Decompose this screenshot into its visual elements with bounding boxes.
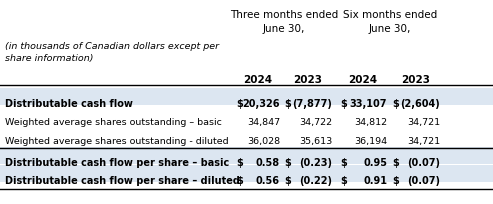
Text: $: $ xyxy=(340,175,347,185)
Text: 2024: 2024 xyxy=(349,75,378,85)
Text: $: $ xyxy=(392,99,399,109)
Text: 36,028: 36,028 xyxy=(247,136,280,145)
Text: Three months ended: Three months ended xyxy=(230,10,338,20)
Bar xyxy=(0,147,493,164)
Text: 2023: 2023 xyxy=(401,75,430,85)
Text: Weighted average shares outstanding - diluted: Weighted average shares outstanding - di… xyxy=(5,136,229,145)
Text: June 30,: June 30, xyxy=(263,24,305,34)
Text: (2,604): (2,604) xyxy=(400,99,440,109)
Text: (0.23): (0.23) xyxy=(299,157,332,167)
Bar xyxy=(0,165,493,182)
Text: 0.91: 0.91 xyxy=(363,175,387,185)
Text: Six months ended: Six months ended xyxy=(343,10,437,20)
Text: (0.07): (0.07) xyxy=(407,157,440,167)
Text: $: $ xyxy=(284,175,291,185)
Text: $: $ xyxy=(392,157,399,167)
Text: Distributable cash flow per share – basic: Distributable cash flow per share – basi… xyxy=(5,157,229,167)
Text: $: $ xyxy=(340,157,347,167)
Text: $: $ xyxy=(392,175,399,185)
Text: $: $ xyxy=(236,175,243,185)
Text: (in thousands of Canadian dollars except per
share information): (in thousands of Canadian dollars except… xyxy=(5,42,219,62)
Text: Weighted average shares outstanding – basic: Weighted average shares outstanding – ba… xyxy=(5,118,222,126)
Text: $: $ xyxy=(284,99,291,109)
Text: 35,613: 35,613 xyxy=(299,136,332,145)
Text: 0.58: 0.58 xyxy=(256,157,280,167)
Text: 34,847: 34,847 xyxy=(247,118,280,126)
Text: (7,877): (7,877) xyxy=(292,99,332,109)
Text: $: $ xyxy=(284,157,291,167)
Text: 33,107: 33,107 xyxy=(350,99,387,109)
Text: (0.07): (0.07) xyxy=(407,175,440,185)
Text: 34,721: 34,721 xyxy=(407,136,440,145)
Text: $: $ xyxy=(340,99,347,109)
Text: (0.22): (0.22) xyxy=(299,175,332,185)
Text: 34,812: 34,812 xyxy=(354,118,387,126)
Text: 34,721: 34,721 xyxy=(407,118,440,126)
Text: 0.95: 0.95 xyxy=(363,157,387,167)
Text: $: $ xyxy=(236,157,243,167)
Text: Distributable cash flow per share – diluted: Distributable cash flow per share – dilu… xyxy=(5,175,240,185)
Text: 20,326: 20,326 xyxy=(243,99,280,109)
Text: $: $ xyxy=(236,99,243,109)
Text: 34,722: 34,722 xyxy=(299,118,332,126)
Bar xyxy=(0,89,493,105)
Text: Distributable cash flow: Distributable cash flow xyxy=(5,99,133,109)
Text: 0.56: 0.56 xyxy=(256,175,280,185)
Text: 2023: 2023 xyxy=(293,75,322,85)
Text: 2024: 2024 xyxy=(244,75,273,85)
Text: 36,194: 36,194 xyxy=(354,136,387,145)
Text: June 30,: June 30, xyxy=(369,24,411,34)
